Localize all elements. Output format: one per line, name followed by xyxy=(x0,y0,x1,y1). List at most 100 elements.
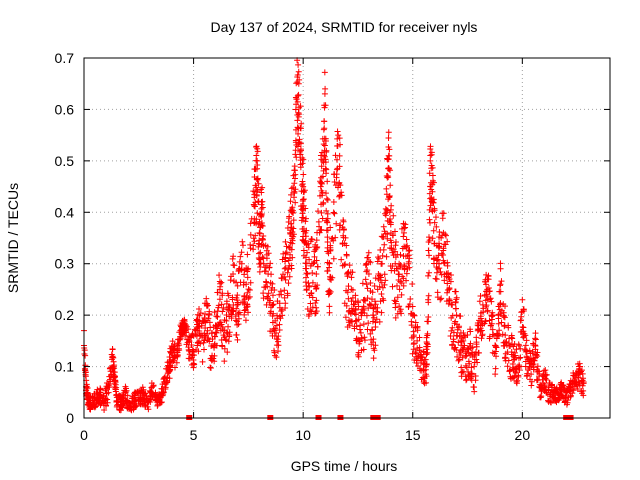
data-point xyxy=(154,393,161,400)
data-point xyxy=(267,260,274,267)
data-point xyxy=(436,233,443,240)
data-point xyxy=(271,286,278,293)
data-point xyxy=(252,232,259,239)
data-point xyxy=(258,222,265,229)
data-point xyxy=(534,363,541,370)
data-point xyxy=(497,260,504,267)
data-point xyxy=(282,264,289,271)
data-point xyxy=(513,378,520,385)
data-point xyxy=(338,256,345,263)
data-point xyxy=(250,246,257,253)
data-point xyxy=(382,212,389,219)
data-point xyxy=(324,219,331,226)
data-point xyxy=(461,332,468,339)
data-point xyxy=(529,348,536,355)
data-point xyxy=(264,243,271,250)
data-point xyxy=(216,296,223,303)
data-point xyxy=(273,354,280,361)
data-point xyxy=(372,298,378,305)
data-point xyxy=(458,338,465,345)
data-point xyxy=(326,309,333,316)
data-point xyxy=(294,98,301,105)
data-point xyxy=(253,184,260,191)
data-point xyxy=(214,325,221,332)
data-point xyxy=(246,287,253,294)
data-point xyxy=(447,333,454,340)
data-point xyxy=(379,252,386,259)
data-point xyxy=(282,250,289,257)
data-point xyxy=(359,280,366,287)
data-point xyxy=(331,210,338,217)
data-point xyxy=(211,309,218,316)
data-point xyxy=(327,246,334,253)
data-point xyxy=(381,228,388,235)
data-point xyxy=(397,251,404,258)
data-point xyxy=(309,236,316,243)
data-point xyxy=(294,92,301,99)
data-point xyxy=(439,215,446,222)
data-point xyxy=(334,143,341,150)
data-point xyxy=(289,237,296,244)
data-point xyxy=(454,332,461,339)
data-point xyxy=(199,332,206,339)
data-point xyxy=(344,289,351,296)
data-point xyxy=(304,271,311,277)
data-point xyxy=(322,159,329,166)
data-point xyxy=(109,353,116,360)
data-point xyxy=(213,342,220,349)
data-point xyxy=(517,317,524,324)
data-point xyxy=(85,394,92,401)
data-point xyxy=(532,330,539,337)
data-point xyxy=(571,373,578,380)
data-point xyxy=(497,310,504,317)
data-point xyxy=(475,349,482,356)
data-point xyxy=(309,279,316,286)
data-point xyxy=(308,260,315,267)
data-point xyxy=(508,332,515,339)
data-point xyxy=(266,264,273,271)
data-point xyxy=(295,61,302,68)
data-point xyxy=(364,285,371,292)
data-point xyxy=(510,374,517,381)
data-point xyxy=(572,381,579,388)
data-point xyxy=(281,287,288,294)
data-point xyxy=(223,337,230,344)
data-point xyxy=(307,300,314,307)
x-tick-label: 15 xyxy=(405,427,421,443)
data-point xyxy=(183,329,190,336)
data-point xyxy=(425,238,432,245)
data-point xyxy=(489,326,496,333)
data-point xyxy=(330,171,337,178)
data-point xyxy=(373,316,380,323)
data-point xyxy=(324,267,331,274)
data-point xyxy=(245,265,252,272)
data-point xyxy=(476,317,483,324)
data-point xyxy=(169,338,176,345)
data-point xyxy=(576,381,583,388)
data-point xyxy=(372,275,379,282)
data-point xyxy=(380,246,387,253)
data-point xyxy=(344,271,350,277)
data-point xyxy=(373,308,380,315)
data-point xyxy=(195,323,202,330)
data-point xyxy=(190,348,197,355)
data-point xyxy=(394,294,401,301)
data-point xyxy=(203,301,210,308)
data-point xyxy=(422,363,429,370)
data-point xyxy=(375,255,382,262)
data-point xyxy=(292,199,299,206)
data-point xyxy=(427,202,434,209)
data-point xyxy=(402,243,409,250)
data-point xyxy=(365,249,372,256)
data-point xyxy=(288,220,295,227)
data-point xyxy=(492,371,499,378)
data-point xyxy=(339,240,346,247)
data-point xyxy=(187,333,194,340)
data-point xyxy=(313,257,320,264)
data-point xyxy=(326,290,333,297)
data-point xyxy=(318,163,325,170)
data-point xyxy=(323,166,330,173)
data-point xyxy=(166,363,173,370)
data-point xyxy=(253,192,260,199)
data-point xyxy=(279,306,286,313)
